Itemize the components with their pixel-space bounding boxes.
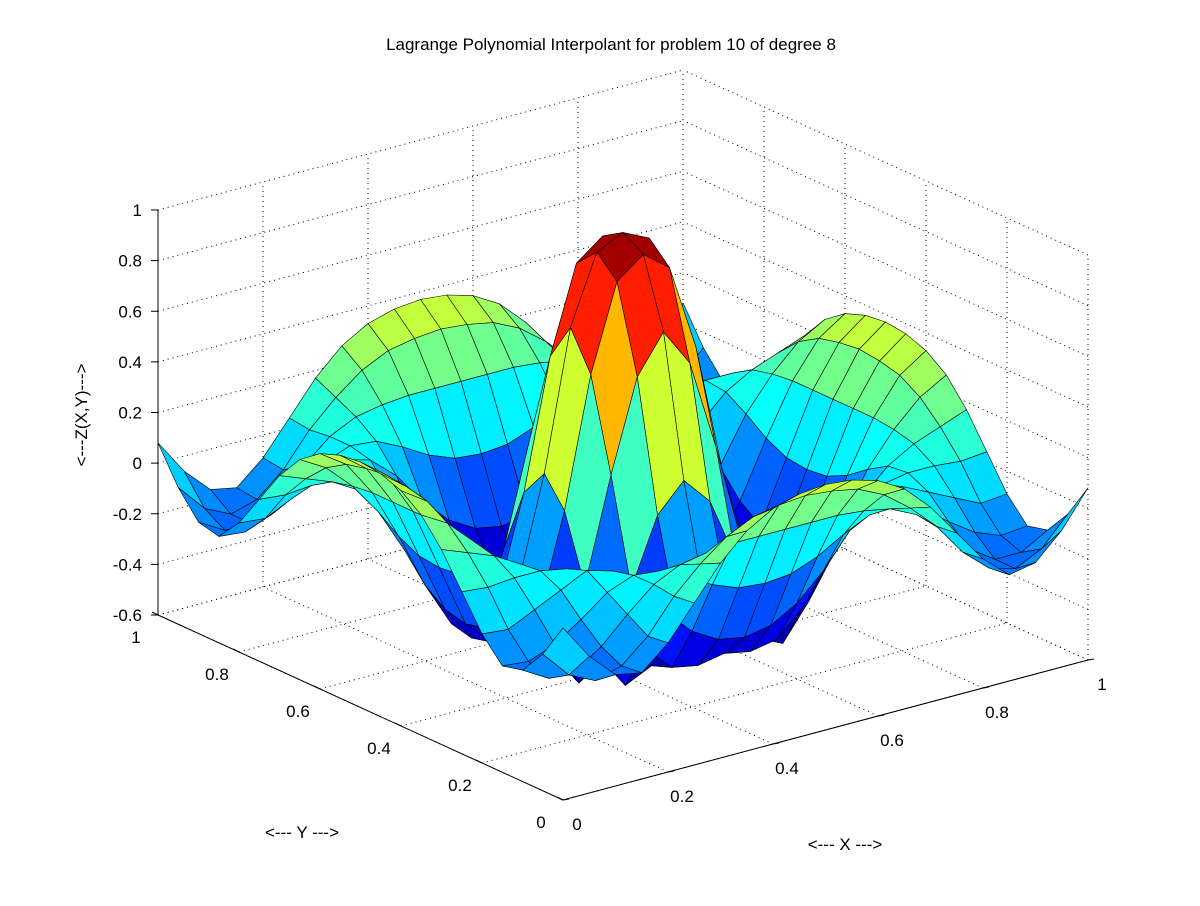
x-tick-label: 0 <box>572 815 581 834</box>
wall-grid-line <box>157 272 684 413</box>
z-tick-label: -0.4 <box>113 555 142 574</box>
z-tick-label: 0.2 <box>118 404 142 423</box>
y-tick-label: 0.4 <box>367 739 391 758</box>
x-tick-label: 0.4 <box>775 759 799 778</box>
x-axis-line <box>562 659 1089 801</box>
wall-grid-line <box>157 120 684 262</box>
y-axis-label: <--- Y ---> <box>265 823 339 842</box>
chart-title: Lagrange Polynomial Interpolant for prob… <box>386 35 836 54</box>
x-tick-label: 0.2 <box>670 787 694 806</box>
x-tick-mark <box>667 770 675 773</box>
y-tick-label: 0 <box>536 813 545 832</box>
y-tick-label: 0.6 <box>286 702 310 721</box>
z-tick-label: 0.6 <box>118 302 142 321</box>
x-tick-mark <box>772 742 780 745</box>
z-tick-label: 1 <box>133 201 142 220</box>
wall-grid-line <box>157 69 684 211</box>
y-tick-mark <box>556 796 564 801</box>
floor-grid-line <box>400 585 927 727</box>
x-tick-mark <box>1087 658 1095 661</box>
y-tick-label: 1 <box>131 628 140 647</box>
floor-grid-line <box>238 511 765 653</box>
wall-grid-line <box>682 69 1089 256</box>
z-tick-label: 0 <box>133 454 142 473</box>
y-tick-mark <box>394 722 402 727</box>
floor-grid-line <box>481 622 1008 764</box>
x-tick-mark <box>562 798 570 801</box>
x-tick-label: 0.8 <box>985 703 1009 722</box>
wall-grid-line <box>682 120 1089 307</box>
x-tick-label: 1 <box>1097 675 1106 694</box>
wall-grid-line <box>157 170 684 312</box>
y-tick-mark <box>475 759 483 764</box>
x-tick-mark <box>982 686 990 689</box>
y-tick-mark <box>313 685 321 690</box>
x-tick-mark <box>877 714 885 717</box>
y-tick-label: 0.2 <box>448 776 472 795</box>
z-tick-label: -0.6 <box>113 606 142 625</box>
y-tick-label: 0.8 <box>205 665 229 684</box>
x-tick-label: 0.6 <box>880 731 904 750</box>
y-axis-line <box>157 614 564 801</box>
z-tick-label: 0.4 <box>118 353 142 372</box>
y-tick-mark <box>232 648 240 653</box>
floor-grid-line <box>319 548 846 690</box>
wall-grid-line <box>157 474 684 616</box>
wall-grid-line <box>157 322 684 464</box>
wall-grid-line <box>157 221 684 363</box>
back-grid <box>157 69 1089 801</box>
axes <box>151 209 1095 801</box>
z-tick-label: -0.2 <box>113 505 142 524</box>
wall-grid-line <box>157 423 684 565</box>
surface <box>157 232 1089 686</box>
z-tick-label: 0.8 <box>118 252 142 271</box>
x-axis-label: <--- X ---> <box>808 835 883 854</box>
z-axis-label: <---Z(X,Y)---> <box>72 363 91 466</box>
tick-labels: 0 0.2 0.4 0.6 0.8 1 0 0.2 0.4 0.6 0.8 1 -0.6 -0.4 -0.2… <box>113 201 1107 834</box>
surface-face <box>542 627 590 676</box>
